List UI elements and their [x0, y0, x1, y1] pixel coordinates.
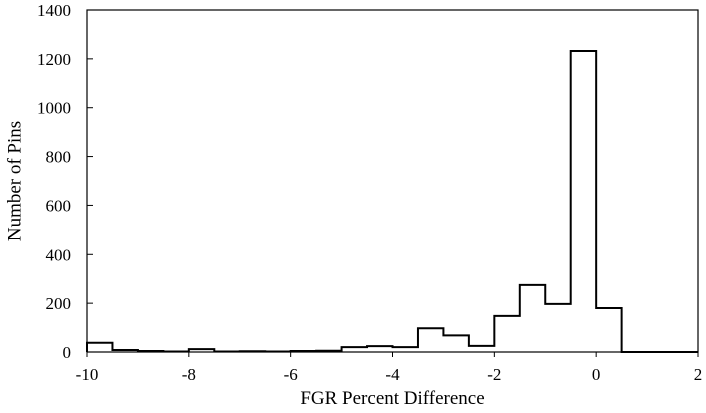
- axis-ticks: [86, 9, 699, 357]
- y-tick-label: 200: [46, 294, 72, 313]
- x-tick-label: 0: [592, 365, 601, 384]
- y-tick-label: 1400: [37, 1, 71, 20]
- x-tick-label: -10: [76, 365, 99, 384]
- y-tick-label: 600: [46, 196, 72, 215]
- y-tick-label: 0: [63, 343, 72, 362]
- y-tick-labels: 0 200 400 600 800 1000 1200 1400: [37, 1, 71, 362]
- y-axis-title: Number of Pins: [4, 121, 25, 241]
- x-tick-label: -4: [385, 365, 400, 384]
- x-tick-label: -6: [284, 365, 298, 384]
- plot-frame: [86, 9, 699, 353]
- x-tick-label: 2: [694, 365, 703, 384]
- y-tick-label: 800: [46, 148, 72, 167]
- y-tick-label: 1000: [37, 99, 71, 118]
- x-tick-label: -8: [182, 365, 196, 384]
- y-tick-label: 400: [46, 245, 72, 264]
- x-axis-title: FGR Percent Difference: [300, 388, 484, 409]
- y-tick-label: 1200: [37, 50, 71, 69]
- x-tick-labels: -10 -8 -6 -4 -2 0 2: [76, 365, 703, 384]
- x-tick-label: -2: [487, 365, 501, 384]
- histogram-outline: [86, 50, 698, 353]
